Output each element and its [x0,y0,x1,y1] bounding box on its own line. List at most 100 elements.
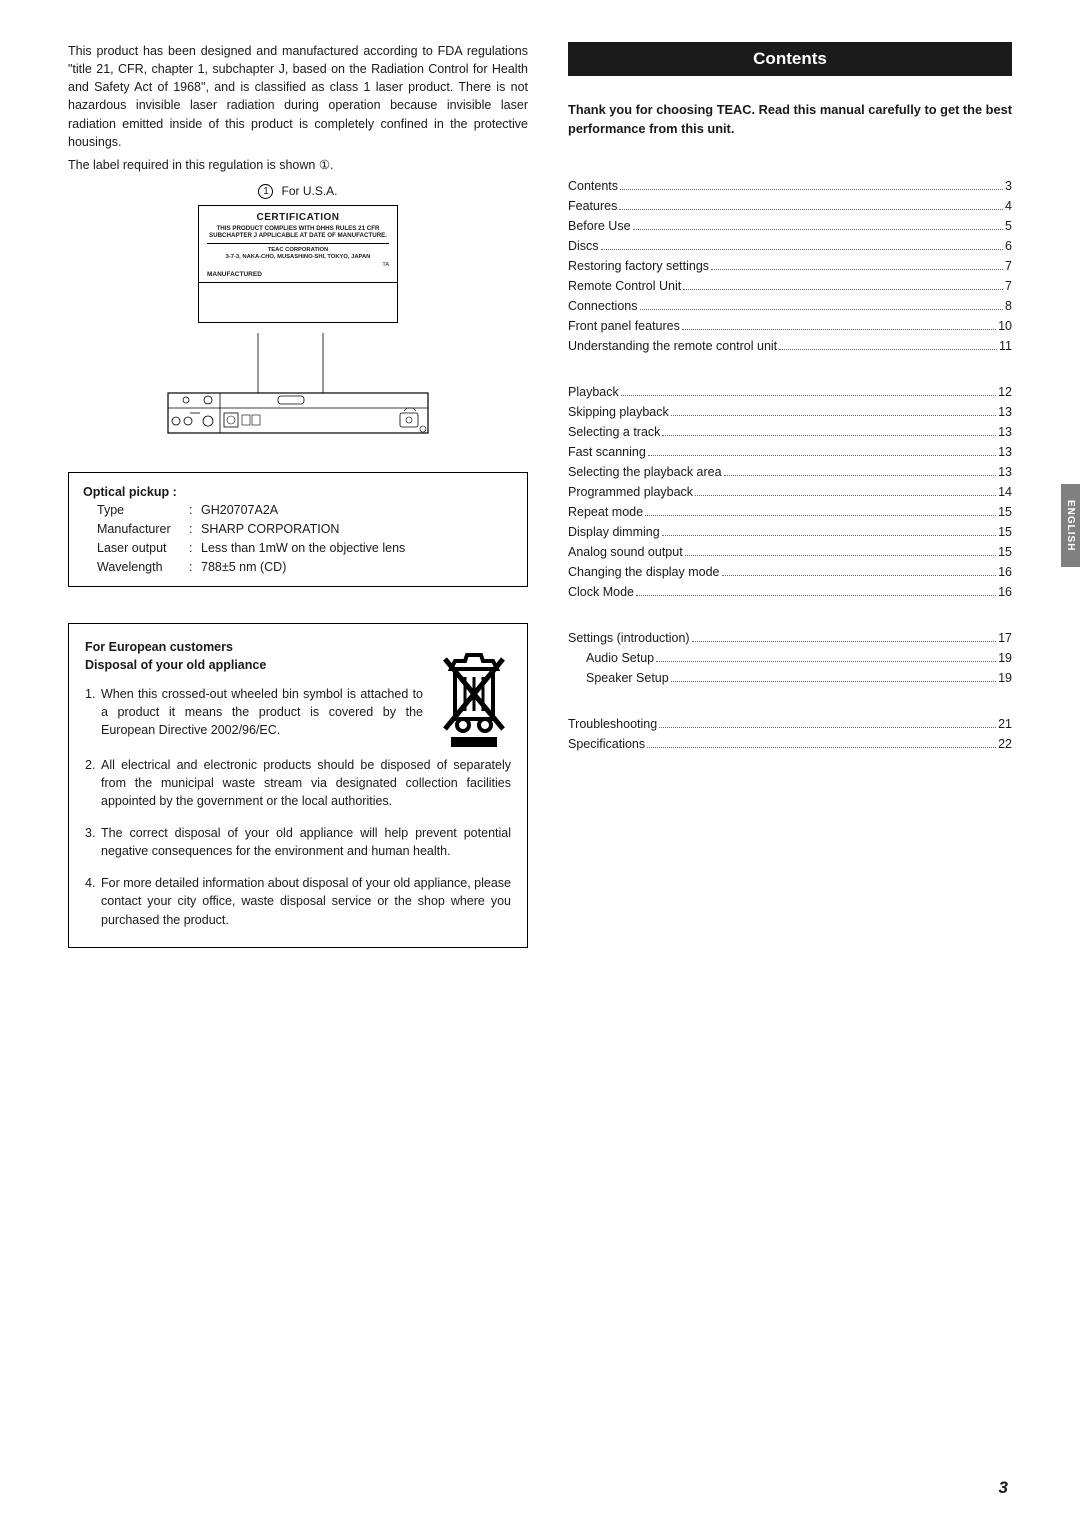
toc-page: 21 [998,714,1012,734]
toc-page: 13 [998,462,1012,482]
toc-dots [724,475,997,476]
euro-item-body: The correct disposal of your old applian… [101,824,511,860]
toc-row: Selecting a track 13 [568,422,1012,442]
toc-page: 14 [998,482,1012,502]
toc-dots [671,415,996,416]
cert-number: 1 [258,184,273,199]
toc-page: 7 [1005,276,1012,296]
weee-bin-icon [437,651,511,756]
optical-rows: Type:GH20707A2AManufacturer:SHARP CORPOR… [83,501,513,576]
toc-label: Audio Setup [568,648,654,668]
toc-label: Playback [568,382,619,402]
optical-colon: : [189,539,201,558]
toc-dots [620,189,1003,190]
toc-label: Restoring factory settings [568,256,709,276]
toc-dots [640,309,1004,310]
toc-row: Repeat mode15 [568,502,1012,522]
toc-page: 8 [1005,296,1012,316]
optical-key: Wavelength [97,558,189,577]
optical-val: SHARP CORPORATION [201,520,339,539]
toc-dots [656,661,996,662]
toc-dots [711,269,1003,270]
toc-page: 15 [998,542,1012,562]
toc-row: Understanding the remote control unit 11 [568,336,1012,356]
toc-dots [695,495,996,496]
euro-item-num: 4. [85,874,101,928]
toc-row: Remote Control Unit7 [568,276,1012,296]
toc-dots [621,395,996,396]
toc-label: Speaker Setup [568,668,669,688]
toc-label: Features [568,196,617,216]
toc-label: Selecting a track [568,422,660,442]
cert-addr: 3-7-3, NAKA-CHO, MUSASHINO-SHI, TOKYO, J… [226,254,371,260]
toc-dots [648,455,996,456]
page-number: 3 [999,1478,1008,1498]
toc-page: 17 [998,628,1012,648]
cert-caption: For U.S.A. [281,184,337,198]
toc-page: 7 [1005,256,1012,276]
optical-key: Laser output [97,539,189,558]
euro-item-num: 2. [85,756,101,810]
toc-label: Understanding the remote control unit [568,336,777,356]
toc-row: Playback12 [568,382,1012,402]
toc-label: Changing the display mode [568,562,720,582]
toc-row: Connections 8 [568,296,1012,316]
device-diagram [148,333,448,448]
fda-paragraph: This product has been designed and manuf… [68,42,528,151]
optical-row: Type:GH20707A2A [83,501,513,520]
toc-row: Contents3 [568,176,1012,196]
toc-page: 11 [999,336,1012,356]
toc-row: Restoring factory settings 7 [568,256,1012,276]
toc-label: Selecting the playback area [568,462,722,482]
toc-label: Repeat mode [568,502,643,522]
euro-item-num: 3. [85,824,101,860]
toc-label: Connections [568,296,638,316]
european-customers-box: For European customers Disposal of your … [68,623,528,947]
toc-page: 13 [998,442,1012,462]
cert-title: CERTIFICATION [257,212,340,223]
contents-header: Contents [568,42,1012,76]
cert-ta: TA [382,262,389,268]
cert-mfd: MANUFACTURED [207,271,262,278]
optical-val: 788±5 nm (CD) [201,558,286,577]
toc-dots [682,329,996,330]
toc-dots [662,435,996,436]
optical-val: Less than 1mW on the objective lens [201,539,405,558]
toc-page: 13 [998,422,1012,442]
euro-item-num: 1. [85,685,101,703]
optical-pickup-box: Optical pickup : Type:GH20707A2AManufact… [68,472,528,588]
toc-page: 10 [998,316,1012,336]
toc-group: Playback12Skipping playback13Selecting a… [568,382,1012,602]
euro-item: 2.All electrical and electronic products… [85,756,511,810]
toc-row: Speaker Setup19 [568,668,1012,688]
toc-page: 3 [1005,176,1012,196]
toc-label: Settings (introduction) [568,628,690,648]
toc-row: Clock Mode16 [568,582,1012,602]
toc-dots [685,555,996,556]
toc-row: Specifications22 [568,734,1012,754]
toc-page: 19 [998,648,1012,668]
toc-row: Analog sound output15 [568,542,1012,562]
optical-colon: : [189,558,201,577]
toc-dots [683,289,1003,290]
optical-title: Optical pickup : [83,483,513,502]
toc-row: Audio Setup 19 [568,648,1012,668]
euro-item: 4.For more detailed information about di… [85,874,511,928]
toc-page: 15 [998,522,1012,542]
toc-page: 4 [1005,196,1012,216]
toc-label: Before Use [568,216,631,236]
thankyou-text: Thank you for choosing TEAC. Read this m… [568,100,1012,138]
cert-corp: TEAC CORPORATION [268,247,328,253]
toc-row: Before Use 5 [568,216,1012,236]
toc-label: Clock Mode [568,582,634,602]
optical-row: Wavelength:788±5 nm (CD) [83,558,513,577]
toc-page: 5 [1005,216,1012,236]
optical-row: Laser output:Less than 1mW on the object… [83,539,513,558]
optical-row: Manufacturer:SHARP CORPORATION [83,520,513,539]
fda-label-line: The label required in this regulation is… [68,157,528,172]
toc-dots [619,209,1003,210]
toc-dots [659,727,996,728]
euro-item: 3.The correct disposal of your old appli… [85,824,511,860]
toc-row: Discs6 [568,236,1012,256]
toc-row: Features 4 [568,196,1012,216]
